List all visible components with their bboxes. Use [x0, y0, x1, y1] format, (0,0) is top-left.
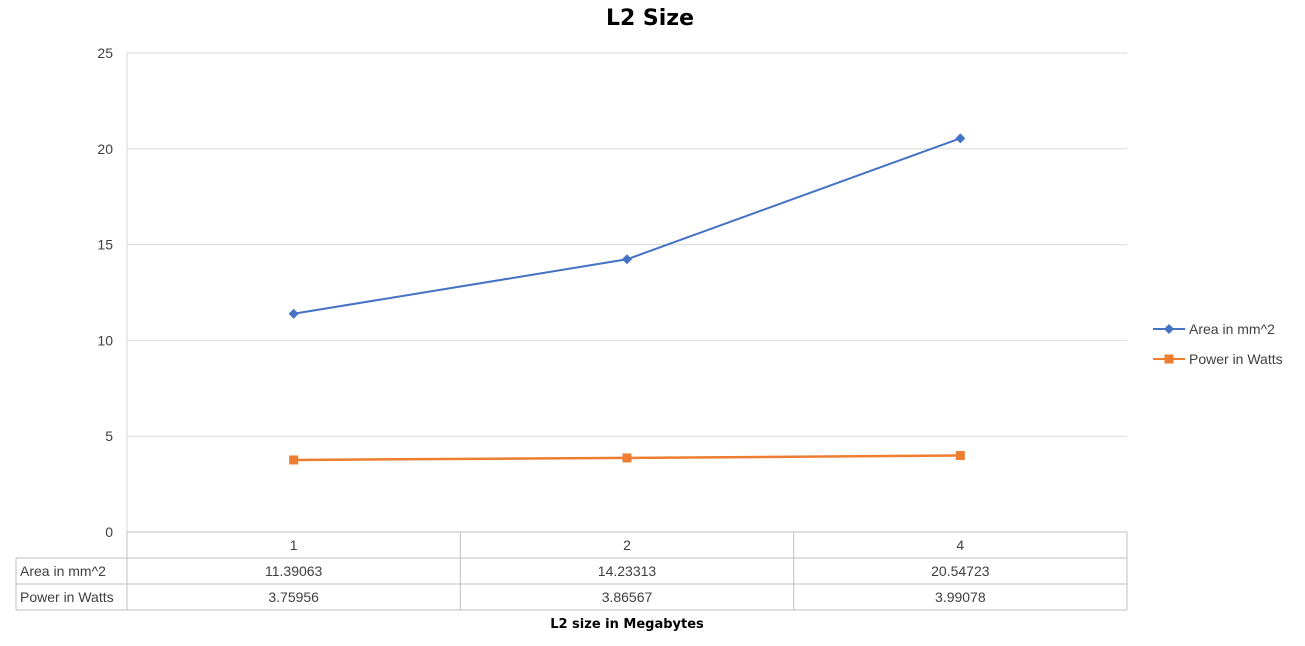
y-axis: 0 5 10 15 20 25 — [97, 45, 128, 540]
legend: Area in mm^2 Power in Watts — [1153, 321, 1283, 367]
data-point — [622, 453, 632, 463]
series-line — [293, 137, 961, 315]
y-tick-label: 0 — [105, 524, 113, 540]
y-tick-label: 20 — [97, 141, 113, 157]
data-table: 1 2 4 Area in mm^2 11.39063 14.23313 20.54723 P… — [15, 531, 1128, 611]
legend-marker — [1164, 354, 1174, 364]
gridlines — [127, 52, 1127, 437]
y-tick-label: 10 — [97, 332, 113, 348]
table-row-header: Area in mm^2 — [20, 563, 106, 579]
x-tick-label: 2 — [623, 537, 631, 553]
y-tick-label: 25 — [97, 45, 113, 61]
y-tick-label: 5 — [105, 428, 113, 444]
legend-label: Power in Watts — [1189, 351, 1283, 367]
series-group — [288, 133, 966, 465]
data-point — [289, 455, 299, 465]
x-tick-label: 4 — [956, 537, 964, 553]
legend-label: Area in mm^2 — [1189, 321, 1275, 337]
table-cell: 3.99078 — [935, 589, 986, 605]
data-point — [622, 254, 632, 265]
x-tick-label: 1 — [290, 537, 298, 553]
data-point — [288, 308, 299, 319]
data-point — [955, 133, 966, 144]
table-cell: 20.54723 — [931, 563, 990, 579]
table-cell: 3.86567 — [602, 589, 653, 605]
table-cell: 14.23313 — [598, 563, 657, 579]
table-cell: 3.75956 — [268, 589, 319, 605]
y-tick-label: 15 — [97, 237, 113, 253]
x-axis-label: L2 size in Megabytes — [550, 617, 704, 632]
chart-title: L2 Size — [606, 6, 694, 31]
table-row-header: Power in Watts — [20, 589, 114, 605]
data-point — [955, 451, 965, 461]
legend-marker — [1164, 324, 1174, 334]
table-cell: 11.39063 — [265, 563, 323, 579]
